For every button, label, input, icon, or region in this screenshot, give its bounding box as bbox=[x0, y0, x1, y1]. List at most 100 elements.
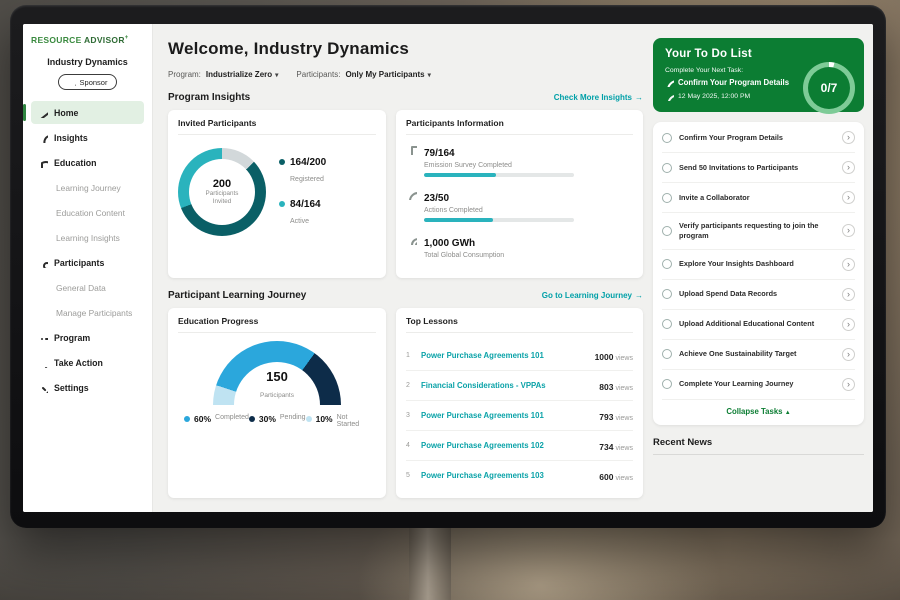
education-progress-gauge-chart: 150 Participants bbox=[213, 341, 341, 405]
task-checkbox[interactable] bbox=[662, 379, 672, 389]
sidebar-item-program[interactable]: Program bbox=[31, 326, 144, 349]
task-checkbox[interactable] bbox=[662, 289, 672, 299]
legend-item-active: 84/164 Active bbox=[279, 199, 326, 228]
recent-news-title: Recent News bbox=[653, 437, 864, 448]
main-content: Welcome, Industry Dynamics Program: Indu… bbox=[153, 24, 653, 512]
lesson-link[interactable]: Power Purchase Agreements 101 bbox=[421, 351, 588, 360]
lesson-link[interactable]: Power Purchase Agreements 101 bbox=[421, 411, 592, 420]
task-checkbox[interactable] bbox=[662, 193, 672, 203]
legend-dot bbox=[279, 201, 285, 207]
lesson-link[interactable]: Financial Considerations - VPPAs bbox=[421, 381, 592, 390]
sidebar-item-learning-journey[interactable]: Learning Journey bbox=[31, 176, 144, 199]
divider bbox=[653, 454, 864, 455]
lesson-link[interactable]: Power Purchase Agreements 102 bbox=[421, 441, 592, 450]
chevron-down-icon: ▾ bbox=[428, 71, 431, 79]
task-row-confirm-program[interactable]: Confirm Your Program Details › bbox=[662, 123, 855, 153]
chevron-right-icon[interactable]: › bbox=[842, 191, 855, 204]
task-row-explore-insights[interactable]: Explore Your Insights Dashboard › bbox=[662, 250, 855, 280]
gear-icon bbox=[38, 383, 48, 393]
invited-participants-donut-chart: 200 Participants Invited bbox=[178, 148, 266, 236]
lesson-row: 2 Financial Considerations - VPPAs 803vi… bbox=[406, 371, 633, 401]
learning-journey-header: Participant Learning Journey Go to Learn… bbox=[168, 290, 643, 301]
sidebar-item-manage-participants[interactable]: Manage Participants bbox=[31, 301, 144, 324]
lesson-row: 1 Power Purchase Agreements 101 1000view… bbox=[406, 341, 633, 371]
sidebar-item-learning-insights[interactable]: Learning Insights bbox=[31, 226, 144, 249]
chevron-right-icon[interactable]: › bbox=[842, 131, 855, 144]
section-title: Program Insights bbox=[168, 92, 250, 103]
task-row-upload-spend-data[interactable]: Upload Spend Data Records › bbox=[662, 280, 855, 310]
recent-news-section: Recent News bbox=[653, 437, 864, 455]
task-checkbox[interactable] bbox=[662, 133, 672, 143]
card-title: Invited Participants bbox=[178, 118, 376, 135]
list-icon bbox=[38, 333, 48, 343]
legend-dot bbox=[279, 159, 285, 165]
chevron-up-icon: ▲ bbox=[785, 410, 791, 416]
chevron-down-icon: ▾ bbox=[275, 71, 278, 79]
page-title: Welcome, Industry Dynamics bbox=[168, 39, 643, 59]
card-title: Top Lessons bbox=[406, 316, 633, 333]
stat-global-consumption: 1,000 GWh Total Global Consumption bbox=[406, 233, 633, 259]
donut-legend: 164/200 Registered 84/164 Active bbox=[279, 157, 326, 228]
clock-icon bbox=[665, 92, 674, 101]
sidebar-item-home[interactable]: Home bbox=[31, 101, 144, 124]
legend-item-not-started: 10% Not Started bbox=[306, 414, 370, 428]
task-checkbox[interactable] bbox=[662, 226, 672, 236]
chevron-right-icon[interactable]: › bbox=[842, 258, 855, 271]
sidebar-item-general-data[interactable]: General Data bbox=[31, 276, 144, 299]
program-insights-header: Program Insights Check More Insights → bbox=[168, 92, 643, 103]
collapse-tasks-link[interactable]: Collapse Tasks ▲ bbox=[662, 400, 855, 424]
task-row-invite-collaborator[interactable]: Invite a Collaborator › bbox=[662, 183, 855, 213]
task-row-upload-educational-content[interactable]: Upload Additional Educational Content › bbox=[662, 310, 855, 340]
sponsor-label: Sponsor bbox=[80, 78, 108, 87]
sponsor-badge[interactable]: Sponsor bbox=[58, 74, 118, 90]
task-row-complete-learning-journey[interactable]: Complete Your Learning Journey › bbox=[662, 370, 855, 400]
room-background: RESOURCE ADVISOR+ Industry Dynamics Spon… bbox=[0, 0, 900, 600]
chevron-right-icon[interactable]: › bbox=[842, 318, 855, 331]
stat-emission-survey: 79/164 Emission Survey Completed bbox=[406, 143, 633, 177]
sidebar-item-settings[interactable]: Settings bbox=[31, 376, 144, 399]
section-title: Participant Learning Journey bbox=[168, 290, 306, 301]
lesson-link[interactable]: Power Purchase Agreements 103 bbox=[421, 471, 592, 480]
monitor-bezel: RESOURCE ADVISOR+ Industry Dynamics Spon… bbox=[10, 5, 886, 528]
filter-bar: Program: Industrialize Zero▾ Participant… bbox=[168, 70, 643, 79]
go-to-learning-journey-link[interactable]: Go to Learning Journey → bbox=[542, 291, 643, 300]
monitor-stand bbox=[409, 527, 451, 600]
task-checkbox[interactable] bbox=[662, 163, 672, 173]
chevron-right-icon[interactable]: › bbox=[842, 288, 855, 301]
chevron-right-icon[interactable]: › bbox=[842, 378, 855, 391]
progress-bar bbox=[424, 173, 574, 177]
education-progress-card: Education Progress 150 Participants 60% bbox=[168, 308, 386, 498]
task-row-verify-participants[interactable]: Verify participants requesting to join t… bbox=[662, 213, 855, 250]
todo-summary-card: Your To Do List Complete Your Next Task:… bbox=[653, 38, 864, 112]
person-icon bbox=[68, 78, 76, 86]
chevron-right-icon[interactable]: › bbox=[842, 161, 855, 174]
top-lessons-card: Top Lessons 1 Power Purchase Agreements … bbox=[396, 308, 643, 498]
participants-select[interactable]: Only My Participants▾ bbox=[345, 70, 430, 79]
book-icon bbox=[38, 158, 48, 168]
location-pin-icon bbox=[406, 234, 417, 245]
legend-dot bbox=[306, 416, 312, 422]
sidebar-item-take-action[interactable]: Take Action bbox=[31, 351, 144, 374]
task-checkbox[interactable] bbox=[662, 349, 672, 359]
participants-information-card: Participants Information 79/164 Emission… bbox=[396, 110, 643, 278]
people-icon bbox=[38, 258, 48, 268]
sidebar: RESOURCE ADVISOR+ Industry Dynamics Spon… bbox=[23, 24, 153, 512]
program-filter-label: Program: bbox=[168, 70, 201, 79]
chevron-right-icon[interactable]: › bbox=[842, 224, 855, 237]
check-more-insights-link[interactable]: Check More Insights → bbox=[554, 93, 643, 102]
program-select[interactable]: Industrialize Zero▾ bbox=[206, 70, 279, 79]
task-row-send-invitations[interactable]: Send 50 Invitations to Participants › bbox=[662, 153, 855, 183]
sidebar-item-education[interactable]: Education bbox=[31, 151, 144, 174]
legend-dot bbox=[249, 416, 255, 422]
chevron-right-icon[interactable]: › bbox=[842, 348, 855, 361]
sidebar-item-insights[interactable]: Insights bbox=[31, 126, 144, 149]
task-checkbox[interactable] bbox=[662, 259, 672, 269]
arrow-right-icon: → bbox=[635, 93, 643, 102]
org-name: Industry Dynamics bbox=[31, 57, 144, 67]
task-row-achieve-target[interactable]: Achieve One Sustainability Target › bbox=[662, 340, 855, 370]
sidebar-item-participants[interactable]: Participants bbox=[31, 251, 144, 274]
sidebar-item-education-content[interactable]: Education Content bbox=[31, 201, 144, 224]
task-checkbox[interactable] bbox=[662, 319, 672, 329]
todo-title: Your To Do List bbox=[665, 48, 854, 60]
sidebar-nav: Home Insights Education Learning Journey… bbox=[31, 101, 144, 399]
